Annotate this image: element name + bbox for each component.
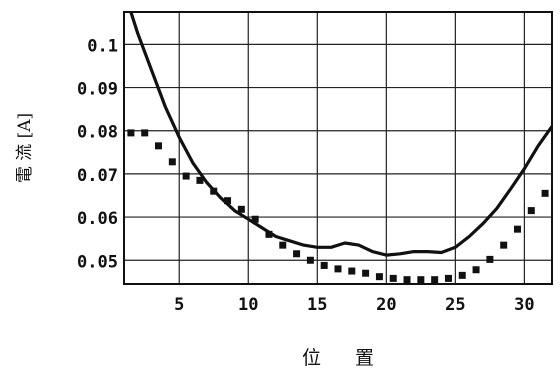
data-point-square	[210, 187, 218, 195]
data-point-square	[251, 215, 259, 223]
data-point-square	[553, 170, 560, 177]
data-point-square	[472, 266, 480, 274]
data-point-square	[389, 274, 397, 282]
x-tick-label: 20	[376, 295, 396, 315]
y-tick-label: 0.07	[77, 166, 118, 186]
x-tick-label: 10	[238, 295, 258, 315]
data-point-square	[141, 129, 149, 137]
data-point-square	[417, 276, 425, 284]
y-tick-label: 0.08	[77, 123, 118, 143]
data-point-square	[237, 205, 245, 213]
series-markers	[127, 129, 560, 284]
data-point-square	[513, 225, 521, 233]
x-tick-label: 25	[445, 295, 465, 315]
x-tick-labels: 5 10 15 20 25 30	[174, 295, 535, 315]
data-point-square	[348, 267, 356, 275]
data-point-square	[168, 158, 176, 166]
y-tick-label: 0.05	[77, 252, 118, 272]
data-point-square	[334, 265, 342, 273]
grid-lines	[124, 12, 552, 284]
data-point-square	[127, 129, 135, 137]
data-point-square	[403, 276, 411, 284]
data-point-square	[265, 230, 273, 238]
y-axis-label: 電 流 [A]	[15, 113, 35, 183]
data-point-square	[224, 197, 232, 205]
plot-frame	[123, 11, 553, 285]
data-point-square	[196, 176, 204, 184]
data-point-square	[362, 269, 370, 277]
x-axis-label: 位 置	[302, 347, 388, 369]
data-point-square	[486, 255, 494, 263]
data-point-square	[155, 142, 163, 150]
data-point-square	[500, 241, 508, 249]
y-tick-label: 0.1	[87, 36, 118, 56]
data-point-square	[320, 261, 328, 269]
data-point-square	[444, 274, 452, 282]
y-tick-label: 0.06	[77, 209, 118, 229]
data-point-square	[293, 250, 301, 258]
series-line-solid	[129, 12, 552, 257]
y-tick-labels: 0.05 0.06 0.07 0.08 0.09 0.1	[77, 36, 118, 272]
data-point-square	[182, 172, 190, 180]
data-point-square	[306, 256, 314, 264]
x-tick-label: 30	[514, 295, 534, 315]
data-series	[127, 12, 560, 284]
x-tick-label: 15	[307, 295, 327, 315]
y-tick-label: 0.09	[77, 80, 118, 100]
data-point-square	[458, 271, 466, 279]
data-point-square	[541, 189, 549, 197]
x-tick-label: 5	[174, 295, 184, 315]
data-point-square	[431, 276, 439, 284]
data-point-square	[375, 273, 383, 281]
data-point-square	[279, 241, 287, 249]
data-point-square	[527, 207, 535, 215]
